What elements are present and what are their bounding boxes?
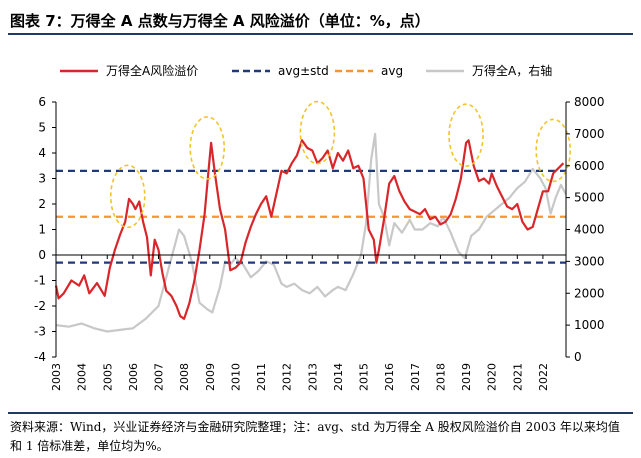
y-right-tick-label: 0 bbox=[574, 350, 582, 364]
highlight-circle bbox=[299, 100, 336, 165]
series-index-group bbox=[55, 132, 567, 333]
legend-label: avg±std bbox=[278, 64, 329, 78]
legend-label: 万得全A，右轴 bbox=[472, 63, 552, 78]
y-left-tick-label: 2 bbox=[38, 197, 46, 211]
x-tick-label: 2010 bbox=[229, 363, 242, 391]
figure-title: 图表 7：万得全 A 点数与万得全 A 风险溢价（单位：%，点） bbox=[10, 12, 430, 30]
x-tick-label: 2003 bbox=[50, 363, 63, 391]
annotation-circles bbox=[109, 100, 571, 229]
y-right-tick-label: 7000 bbox=[574, 127, 605, 141]
y-right-tick-label: 6000 bbox=[574, 159, 605, 173]
x-tick-label: 2018 bbox=[434, 363, 447, 391]
y-right-tick-label: 4000 bbox=[574, 223, 605, 237]
y-left-tick-label: 4 bbox=[38, 146, 46, 160]
y-right-tick-label: 2000 bbox=[574, 286, 605, 300]
x-tick-label: 2019 bbox=[460, 363, 473, 391]
x-tick-label: 2022 bbox=[537, 363, 550, 391]
highlight-circle bbox=[535, 118, 571, 183]
x-tick-label: 2015 bbox=[358, 363, 371, 391]
y-right-tick-label: 5000 bbox=[574, 191, 605, 205]
x-tick-label: 2009 bbox=[204, 363, 217, 391]
x-tick-label: 2021 bbox=[511, 363, 524, 391]
x-tick-label: 2012 bbox=[281, 363, 294, 391]
y-left-tick-label: 1 bbox=[38, 223, 46, 237]
series-index-line bbox=[55, 132, 567, 333]
chart-legend: 万得全A风险溢价 avg±std avg 万得全A，右轴 bbox=[60, 63, 552, 78]
y-left-tick-label: -3 bbox=[34, 325, 46, 339]
series-premium-line bbox=[54, 139, 565, 320]
x-tick-label: 2007 bbox=[153, 363, 166, 391]
x-tick-label: 2020 bbox=[486, 363, 499, 391]
title-rule bbox=[8, 33, 633, 35]
highlight-circle bbox=[109, 164, 146, 229]
y-left-tick-label: 6 bbox=[38, 95, 46, 109]
reference-lines bbox=[56, 169, 566, 264]
legend-label: 万得全A风险溢价 bbox=[106, 63, 198, 78]
x-tick-label: 2011 bbox=[255, 363, 268, 391]
x-tick-label: 2013 bbox=[306, 363, 319, 391]
y-right-tick-label: 3000 bbox=[574, 254, 605, 268]
x-tick-label: 2008 bbox=[178, 363, 191, 391]
y-left-tick-label: 5 bbox=[38, 121, 46, 135]
y-left-tick-label: -4 bbox=[34, 350, 46, 364]
series-premium-group bbox=[54, 139, 565, 320]
x-tick-label: 2004 bbox=[76, 363, 89, 391]
source-note: 资料来源：Wind，兴业证券经济与金融研究院整理；注：avg、std 为万得全 … bbox=[10, 420, 620, 453]
footer-rule bbox=[8, 412, 633, 414]
y-left-tick-label: 3 bbox=[38, 172, 46, 186]
y-right-tick-label: 1000 bbox=[574, 318, 605, 332]
x-tick-label: 2016 bbox=[383, 363, 396, 391]
y-left-tick-label: -2 bbox=[34, 299, 46, 313]
x-tick-label: 2014 bbox=[332, 363, 345, 391]
y-left-tick-label: -1 bbox=[34, 274, 46, 288]
chart: -4 -3 -2 -1 0 1 2 3 4 5 6 0 1000 2000 3000 4000 5000 6000… bbox=[34, 63, 605, 391]
highlight-circle bbox=[448, 103, 484, 167]
highlight-circle bbox=[189, 116, 226, 180]
y-left-tick-label: 0 bbox=[38, 248, 46, 262]
legend-label: avg bbox=[381, 64, 403, 78]
x-tick-label: 2017 bbox=[409, 363, 422, 391]
chart-axes: -4 -3 -2 -1 0 1 2 3 4 5 6 0 1000 2000 3000 4000 5000 6000… bbox=[34, 95, 605, 391]
y-right-tick-label: 8000 bbox=[574, 95, 605, 109]
x-tick-label: 2005 bbox=[101, 363, 114, 391]
x-tick-label: 2006 bbox=[127, 363, 140, 391]
